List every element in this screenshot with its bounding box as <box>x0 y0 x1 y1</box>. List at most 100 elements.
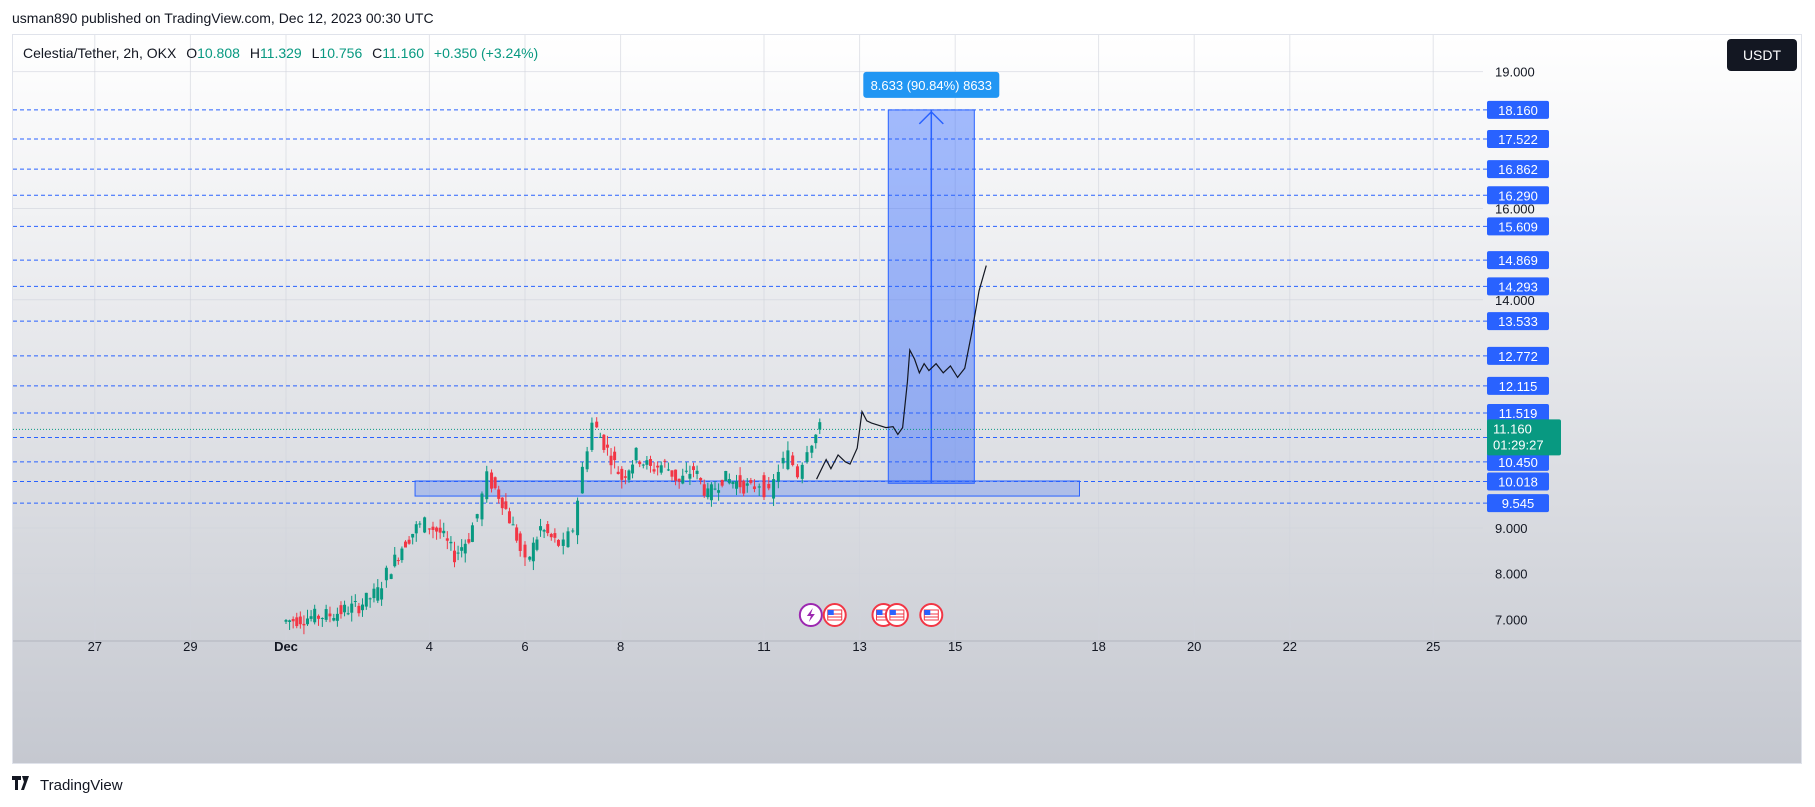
candle-body <box>339 605 343 615</box>
tradingview-logo-icon <box>12 776 34 795</box>
flag-canton-icon <box>827 610 834 615</box>
projected-path-drawing[interactable] <box>816 265 987 480</box>
candle-body <box>762 475 766 498</box>
x-tick-label: 15 <box>948 639 962 654</box>
flag-canton-icon <box>889 610 896 615</box>
candle-body <box>284 620 288 622</box>
level-label-bg <box>1487 277 1549 296</box>
candle-body <box>645 460 649 465</box>
candle-body <box>407 539 411 544</box>
candle-body <box>634 447 638 461</box>
candle-body <box>368 598 372 600</box>
candle-body <box>431 526 435 530</box>
candle-body <box>742 480 746 494</box>
level-label: 14.293 <box>1498 279 1538 294</box>
candle-body <box>353 600 357 602</box>
candle-body <box>800 464 804 479</box>
candle-body <box>613 451 617 461</box>
level-label: 11.519 <box>1499 406 1538 421</box>
candle-body <box>814 434 818 444</box>
candle-body <box>767 483 771 489</box>
measure-label-bg[interactable] <box>863 71 1000 98</box>
candle-body <box>320 618 324 620</box>
candle-body <box>357 605 361 614</box>
candle-body <box>504 501 508 509</box>
candle-body <box>423 517 427 533</box>
y-tick-label: 9.000 <box>1495 521 1528 536</box>
candle-body <box>598 436 602 438</box>
level-label: 15.609 <box>1498 219 1538 234</box>
candle-body <box>681 475 685 484</box>
candle-body <box>663 460 667 462</box>
candle-body <box>791 455 795 466</box>
candle-body <box>442 530 446 534</box>
candle-body <box>364 592 368 607</box>
footer-brand[interactable]: TradingView <box>12 776 123 795</box>
candle-body <box>418 523 422 525</box>
candle-body <box>566 531 570 548</box>
x-tick-label: 13 <box>852 639 866 654</box>
candle-body <box>609 455 613 466</box>
candle-body <box>467 539 471 543</box>
candle-body <box>298 616 302 625</box>
open-value: 10.808 <box>197 45 240 61</box>
candle-body <box>674 469 678 481</box>
candle-body <box>346 613 350 615</box>
footer-brand-label: TradingView <box>40 777 123 794</box>
candle-body <box>595 421 599 428</box>
candle-body <box>324 609 328 620</box>
candle-body <box>384 567 388 581</box>
x-tick-label: 18 <box>1091 639 1105 654</box>
level-label-bg <box>1487 452 1549 471</box>
price-chart[interactable]: 7.000 8.000 9.000 14.000 16.000 19.000 27 29 Dec… <box>13 35 1802 764</box>
lightning-icon <box>806 608 815 622</box>
candle-body <box>818 422 822 430</box>
chart-pane[interactable]: 7.000 8.000 9.000 14.000 16.000 19.000 27 29 Dec… <box>12 34 1802 764</box>
candle-body <box>456 552 460 554</box>
x-tick-label: 6 <box>521 639 528 654</box>
change-value: +0.350 (+3.24%) <box>433 45 539 61</box>
candle-body <box>343 604 347 613</box>
low-label: L <box>311 45 320 61</box>
currency-button[interactable]: USDT <box>1727 39 1797 71</box>
candle-body <box>523 544 527 558</box>
level-label-bg <box>1487 376 1549 395</box>
x-tick-label: Dec <box>274 639 298 654</box>
candle-body <box>731 481 735 485</box>
low-value: 10.756 <box>319 45 363 61</box>
candle-body <box>438 527 442 533</box>
y-tick-label: 16.000 <box>1495 202 1535 217</box>
candle-body <box>427 528 431 530</box>
x-tick-label: 20 <box>1187 639 1201 654</box>
candle-body <box>602 434 606 450</box>
candle-body <box>641 464 645 466</box>
candle-body <box>571 530 575 532</box>
candle-body <box>648 459 652 466</box>
level-label: 14.869 <box>1498 253 1538 268</box>
level-label-bg <box>1487 160 1549 179</box>
candle-body <box>288 620 292 622</box>
candle-body <box>360 604 364 611</box>
candle-body <box>713 488 717 490</box>
candle-body <box>553 533 557 538</box>
level-label-bg <box>1487 346 1549 365</box>
candle-body <box>449 541 453 544</box>
measure-arrow-head <box>918 110 944 125</box>
candle-body <box>688 473 692 479</box>
symbol-title[interactable]: Celestia/Tether, 2h, OKX <box>23 45 177 61</box>
candle-body <box>549 533 553 538</box>
candle-body <box>313 608 317 623</box>
y-tick-label: 7.000 <box>1495 612 1528 627</box>
level-label: 13.533 <box>1498 314 1538 329</box>
level-label: 16.862 <box>1498 162 1538 177</box>
candle-body <box>699 477 703 481</box>
candle-body <box>585 451 589 470</box>
measure-label: 8.633 (90.84%) 8633 <box>871 78 992 93</box>
candle-body <box>727 479 731 484</box>
candle-body <box>531 542 535 562</box>
level-label-bg <box>1487 186 1549 205</box>
level-label: 18.160 <box>1498 103 1538 118</box>
candle-body <box>460 547 464 551</box>
level-label: 10.450 <box>1498 455 1538 470</box>
publish-info: usman890 published on TradingView.com, D… <box>12 10 434 26</box>
